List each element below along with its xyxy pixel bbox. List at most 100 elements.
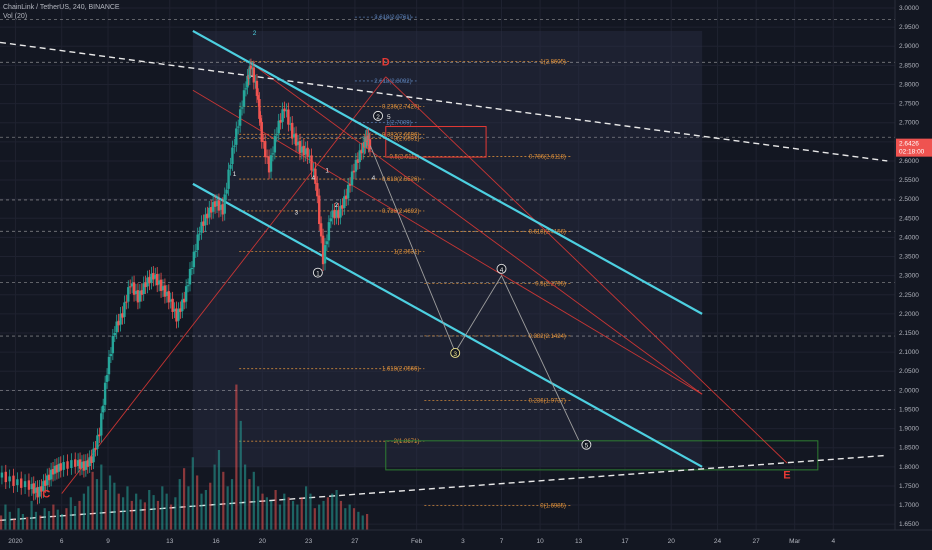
wave-label-circle <box>496 263 507 274</box>
time-tick-label: 27 <box>351 538 359 545</box>
volume-bar <box>344 508 347 530</box>
candle-body <box>101 405 105 413</box>
candle-body <box>252 67 256 83</box>
candle-body <box>157 280 161 285</box>
channel-shading <box>192 30 703 467</box>
fib-level-label: 1(2.8605) <box>540 59 566 65</box>
candle-body <box>337 209 340 219</box>
volume-bar <box>357 511 360 530</box>
candle-body <box>165 291 169 296</box>
price-tick-label: 2.2000 <box>899 311 919 318</box>
volume-bar <box>196 475 199 530</box>
candle-body <box>244 88 248 90</box>
fib-level-label: 0.382(2.6696) <box>382 132 419 138</box>
volume-bar <box>309 493 312 530</box>
wave-label: 2 <box>335 202 339 209</box>
volume-bar <box>174 497 177 530</box>
fib-level-label: 0(2.6591) <box>394 136 420 142</box>
candle-body <box>188 268 192 285</box>
candle-body <box>55 465 59 473</box>
price-tick-label: 2.3500 <box>899 254 919 261</box>
price-tick-label: 1.6500 <box>899 521 919 528</box>
volume-bar <box>300 497 303 530</box>
volume-bar <box>352 508 356 530</box>
price-tick-label: 2.5000 <box>899 196 919 203</box>
candle-body <box>229 164 232 169</box>
price-tick-label: 2.0000 <box>899 387 919 394</box>
price-tick-label: 2.7000 <box>899 120 919 127</box>
price-tick-label: 2.4000 <box>899 234 919 241</box>
price-tick-label: 2.3000 <box>899 273 919 280</box>
candle-body <box>327 222 331 241</box>
candle-body <box>238 109 242 126</box>
time-tick-label: 16 <box>212 538 220 545</box>
wave-label: 5 <box>387 114 391 121</box>
candle-body <box>167 291 170 303</box>
candle-body <box>66 461 69 469</box>
trendline-dashed <box>0 41 888 162</box>
candle-body <box>231 147 234 164</box>
volume-bar <box>365 514 369 530</box>
time-tick-label: 20 <box>668 538 676 545</box>
candle-body <box>128 286 132 288</box>
volume-bar <box>248 479 251 530</box>
wave-label: 1 <box>325 167 329 174</box>
time-tick-label: 27 <box>753 538 761 545</box>
volume-bar <box>235 384 238 530</box>
volume-bar <box>74 506 77 530</box>
candle-body <box>319 223 323 237</box>
price-tick-label: 1.7500 <box>899 483 919 490</box>
volume-bar <box>56 509 59 530</box>
candle-body <box>173 309 176 312</box>
volume-bar <box>113 482 116 530</box>
price-tag-box <box>896 138 932 157</box>
candle-body <box>163 285 167 297</box>
price-tick-label: 2.6000 <box>899 158 919 165</box>
candle-body <box>8 476 11 482</box>
candle-body <box>42 481 45 491</box>
candle-body <box>358 150 361 163</box>
channel-line <box>192 29 703 315</box>
time-tick-label: Mar <box>789 538 801 545</box>
candle-body <box>115 321 118 333</box>
red-wave-line <box>385 76 788 464</box>
price-tick-label: 2.2500 <box>899 292 919 299</box>
volume-bar <box>361 515 364 530</box>
candle-body <box>242 90 246 107</box>
candle-body <box>325 241 329 245</box>
candle-body <box>51 468 55 475</box>
candle-body <box>285 110 288 112</box>
volume-bar <box>191 457 194 530</box>
volume-bar <box>100 464 103 530</box>
volume-bar <box>335 490 338 530</box>
volume-bar <box>222 471 225 530</box>
candle-body <box>152 272 155 280</box>
price-tick-label: 2.9500 <box>899 24 919 31</box>
candle-body <box>225 189 228 194</box>
red-wave-line <box>251 63 703 395</box>
symbol-title: ChainLink / TetherUS, 240, BINANCE <box>3 4 120 11</box>
volume-bar <box>21 514 24 530</box>
candle-body <box>186 285 190 287</box>
fib-level-label: 0.786(2.6118) <box>529 154 566 160</box>
price-tick-label: 2.0500 <box>899 368 919 375</box>
wave-label: 5 <box>585 443 589 450</box>
candle-body <box>70 460 73 468</box>
volume-bar <box>13 519 16 530</box>
candle-body <box>362 142 365 153</box>
volume-bar <box>230 479 234 530</box>
candle-body <box>264 141 267 158</box>
candle-body <box>159 279 163 291</box>
volume-bar <box>217 450 221 530</box>
volume-bar <box>326 497 329 530</box>
candle-body <box>171 298 174 312</box>
volume-bar <box>47 511 51 530</box>
candle-body <box>107 356 111 375</box>
candle-body <box>198 233 201 235</box>
volume-bar <box>304 486 308 530</box>
wave-label: 4 <box>311 175 315 182</box>
wave-label: 4 <box>500 267 504 274</box>
candle-body <box>318 195 321 225</box>
